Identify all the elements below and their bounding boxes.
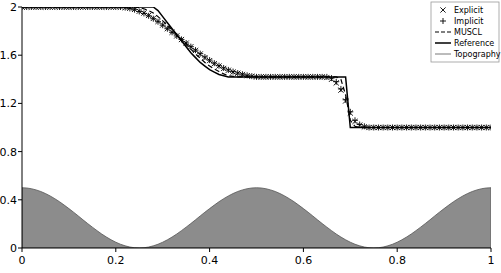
marker [338, 86, 344, 92]
marker [488, 125, 491, 131]
x-tick-label: 0.4 [201, 254, 219, 267]
marker [174, 33, 179, 38]
x-tick [303, 248, 304, 252]
legend-label: Explicit [454, 6, 483, 15]
x-tick-label: 0.6 [295, 254, 313, 267]
y-tick-label: 0 [10, 242, 17, 255]
y-tick [18, 7, 22, 8]
marker [324, 74, 330, 80]
marker [169, 30, 174, 35]
y-axis [22, 7, 23, 248]
legend-symbol [435, 42, 451, 44]
legend-symbol [440, 7, 445, 12]
marker [488, 125, 491, 130]
y-tick [18, 151, 22, 152]
marker [249, 74, 254, 79]
marker [188, 44, 194, 50]
marker [235, 70, 241, 76]
marker [150, 16, 156, 22]
y-tick [18, 248, 22, 249]
x-tick-label: 0.8 [388, 254, 406, 267]
marker [193, 48, 198, 53]
marker [155, 19, 160, 24]
chart: 0 0.2 0.4 0.6 0.8 1 0 0.4 0.8 1.2 1.6 2 Explicit Impl… [0, 0, 501, 273]
legend-label: Implicit [454, 17, 483, 26]
marker [179, 37, 184, 42]
y-tick-label: 1.6 [0, 49, 17, 62]
marker [197, 51, 203, 57]
marker [188, 44, 193, 49]
marker [174, 33, 180, 39]
y-tick-label: 1.2 [0, 97, 17, 110]
marker [333, 79, 339, 85]
x-tick-label: 1 [488, 254, 495, 267]
x-tick [397, 248, 398, 252]
legend-label: MUSCL [454, 28, 482, 37]
x-tick-label: 0.2 [107, 254, 125, 267]
series-line [22, 7, 491, 128]
marker [207, 58, 212, 63]
y-tick [18, 55, 22, 56]
marker [226, 68, 231, 73]
marker [352, 117, 358, 123]
marker [249, 73, 255, 79]
marker [169, 29, 175, 35]
legend-symbol [435, 31, 451, 32]
marker [202, 54, 208, 60]
marker [183, 40, 189, 46]
marker [165, 26, 170, 31]
legend-symbol [440, 18, 446, 24]
x-tick [22, 248, 23, 252]
y-tick-label: 0.8 [0, 146, 17, 159]
marker [178, 36, 184, 42]
marker [193, 47, 199, 53]
plot-area [22, 7, 491, 248]
legend-symbol [435, 54, 451, 55]
marker [361, 123, 367, 129]
marker [347, 109, 353, 115]
legend-label: Reference [454, 39, 494, 48]
x-tick [491, 248, 492, 252]
marker [155, 19, 161, 25]
legend-label: Topography [453, 50, 501, 59]
y-tick-label: 0.4 [0, 194, 17, 207]
marker [343, 97, 349, 103]
x-tick [209, 248, 210, 252]
marker [244, 72, 250, 78]
marker [146, 13, 152, 19]
marker [160, 22, 166, 28]
x-tick-label: 0 [19, 254, 26, 267]
marker [151, 16, 156, 21]
marker [198, 51, 203, 56]
x-axis [22, 248, 491, 249]
y-tick-label: 2 [10, 1, 17, 14]
marker [207, 57, 213, 63]
legend: Explicit Implicit MUSCL Reference Topography [431, 2, 501, 62]
x-tick [115, 248, 116, 252]
marker [164, 26, 170, 32]
marker [160, 22, 165, 27]
y-tick [18, 103, 22, 104]
y-tick [18, 199, 22, 200]
marker [184, 41, 189, 46]
marker [230, 69, 236, 75]
series-line [22, 7, 491, 128]
marker [239, 71, 245, 77]
topography-area [22, 188, 491, 248]
marker [329, 75, 335, 81]
